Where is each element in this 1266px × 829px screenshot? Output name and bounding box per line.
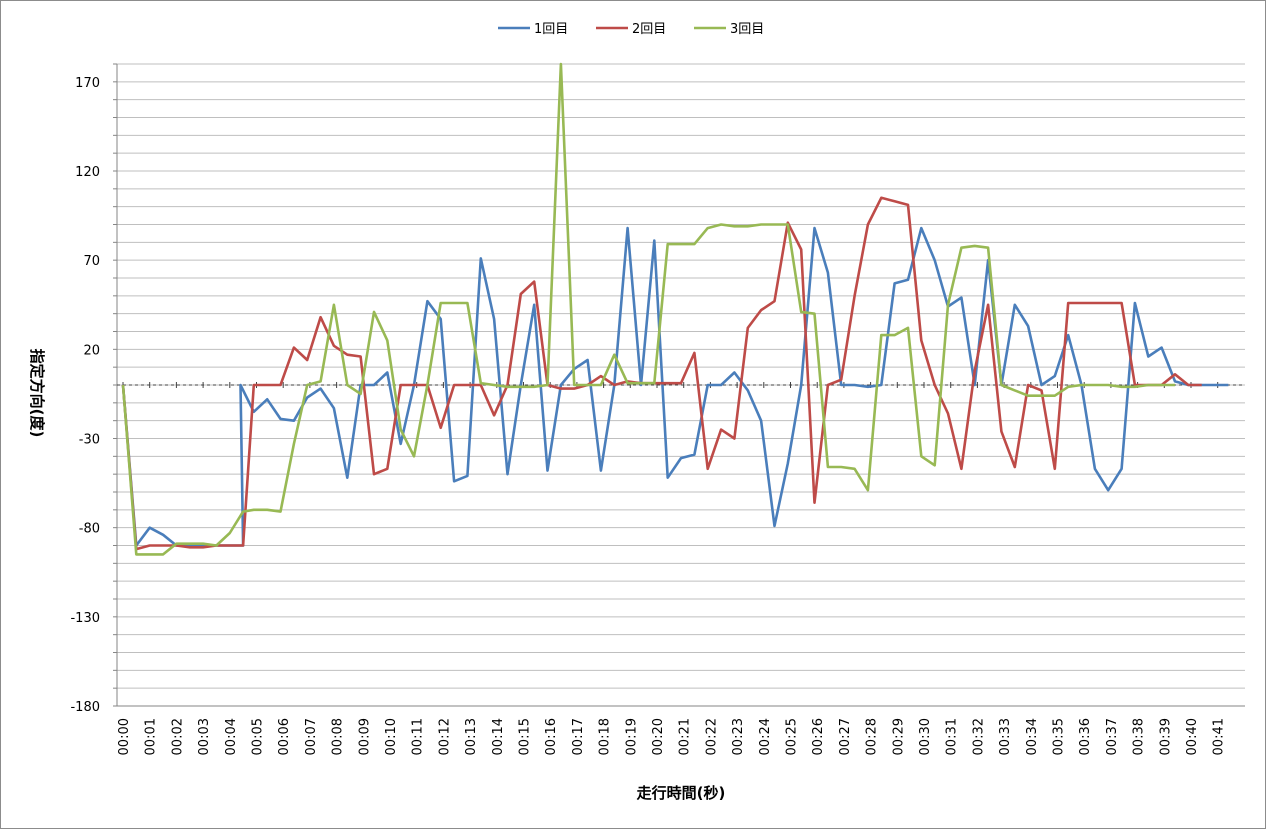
x-tick-label: 00:15: [518, 718, 533, 755]
x-tick-label: 00:26: [811, 718, 826, 755]
x-tick-label: 00:10: [384, 718, 399, 755]
x-tick-label: 00:18: [598, 718, 613, 755]
x-tick-label: 00:29: [891, 718, 906, 755]
x-tick-label: 00:33: [998, 718, 1013, 755]
series-lines: [121, 62, 1229, 556]
x-tick-label: 00:37: [1105, 718, 1120, 755]
legend: 1回目 2回目 3回目: [498, 22, 764, 37]
x-tick-label: 00:36: [1078, 718, 1093, 755]
axes: [113, 63, 1245, 707]
x-axis-title: 走行時間(秒): [637, 784, 726, 802]
x-tick-label: 00:04: [224, 718, 239, 755]
x-tick-label: 00:41: [1212, 718, 1227, 755]
x-tick-label: 00:03: [197, 718, 212, 755]
x-tick-label: 00:31: [945, 718, 960, 755]
y-tick-label: -30: [79, 433, 100, 448]
x-tick-label: 00:16: [544, 718, 559, 755]
x-tick-label: 00:24: [758, 718, 773, 755]
x-tick-label: 00:34: [1025, 718, 1040, 755]
x-tick-label: 00:11: [411, 718, 426, 755]
x-tick-label: 00:12: [437, 718, 452, 755]
x-tick-label: 00:25: [785, 718, 800, 755]
x-tick-label: 00:14: [491, 718, 506, 755]
x-tick-label: 00:40: [1185, 718, 1200, 755]
x-tick-label: 00:17: [571, 718, 586, 755]
y-tick-label: 120: [75, 165, 100, 180]
y-tick-label: -80: [79, 522, 100, 537]
x-tick-label: 00:02: [170, 718, 185, 755]
x-tick-label: 00:38: [1132, 718, 1147, 755]
legend-label-3: 3回目: [730, 22, 764, 37]
x-tick-label: 00:39: [1158, 718, 1173, 755]
series-line-2: [121, 196, 1202, 551]
x-tick-label: 00:35: [1052, 718, 1067, 755]
y-tick-labels: -180 -130 -80 -30 20 70 120 170: [70, 76, 100, 715]
x-tick-label: 00:30: [918, 718, 933, 755]
x-tick-label: 00:00: [117, 718, 132, 755]
y-tick-label: 70: [83, 254, 100, 269]
y-tick-label: -130: [70, 611, 100, 626]
x-tick-label: 00:07: [304, 718, 319, 755]
series-line-3: [121, 62, 1175, 556]
x-tick-label: 00:08: [331, 718, 346, 755]
x-tick-label: 00:06: [277, 718, 292, 755]
series-line-1: [121, 226, 1229, 547]
x-tick-label: 00:22: [704, 718, 719, 755]
x-tick-label: 00:27: [838, 718, 853, 755]
x-tick-label: 00:05: [251, 718, 266, 755]
y-tick-label: -180: [70, 700, 100, 715]
x-tick-label: 00:32: [971, 718, 986, 755]
x-tick-label: 00:20: [651, 718, 666, 755]
x-tick-label: 00:28: [865, 718, 880, 755]
y-tick-label: 20: [83, 343, 100, 358]
legend-label-1: 1回目: [534, 22, 568, 37]
x-tick-labels: 00:00 00:01 00:02 00:03 00:04 00:05 00:06 00:07…: [117, 382, 1227, 755]
x-tick-label: 00:13: [464, 718, 479, 755]
y-axis-title: 指定方向(度): [28, 349, 46, 438]
x-tick-label: 00:21: [678, 718, 693, 755]
legend-label-2: 2回目: [632, 22, 666, 37]
x-tick-label: 00:19: [624, 718, 639, 755]
x-tick-label: 00:01: [144, 718, 159, 755]
x-tick-label: 00:23: [731, 718, 746, 755]
y-tick-label: 170: [75, 76, 100, 91]
x-tick-label: 00:09: [357, 718, 372, 755]
